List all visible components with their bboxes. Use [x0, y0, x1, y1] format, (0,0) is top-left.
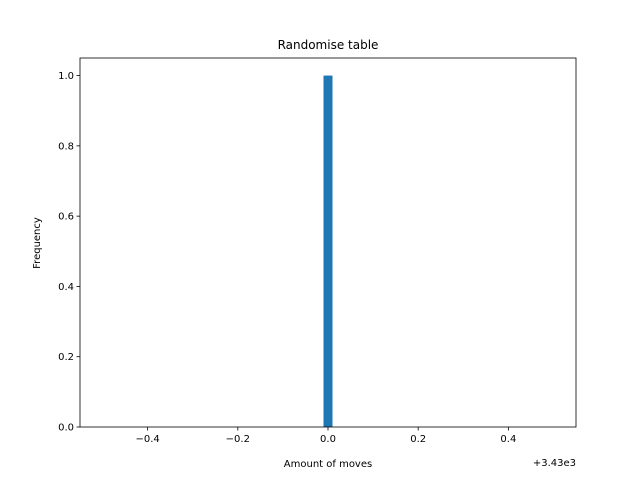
x-axis-ticks: −0.4 −0.2 0.0 0.2 0.4: [135, 427, 516, 445]
y-axis-ticks: 0.0 0.2 0.4 0.6 0.8 1.0: [58, 71, 80, 434]
y-axis-label: Frequency: [32, 217, 43, 269]
x-tick-label: 0.2: [410, 434, 426, 445]
x-tick-label: −0.2: [226, 434, 250, 445]
histogram-bar-0: [323, 75, 333, 428]
bars-group: [323, 75, 333, 428]
x-tick-label: 0.0: [320, 434, 336, 445]
y-tick-label: 0.8: [58, 141, 74, 152]
y-tick-label: 0.6: [58, 212, 74, 223]
y-tick-label: 0.2: [58, 352, 74, 363]
x-tick-label: −0.4: [135, 434, 159, 445]
y-tick-label: 0.4: [58, 282, 74, 293]
chart-title: Randomise table: [278, 38, 379, 52]
y-tick-label: 1.0: [58, 71, 74, 82]
x-axis-offset-label: +3.43e3: [533, 458, 576, 469]
x-tick-label: 0.4: [500, 434, 516, 445]
y-tick-label: 0.0: [58, 423, 74, 434]
x-axis-label: Amount of moves: [284, 459, 372, 470]
